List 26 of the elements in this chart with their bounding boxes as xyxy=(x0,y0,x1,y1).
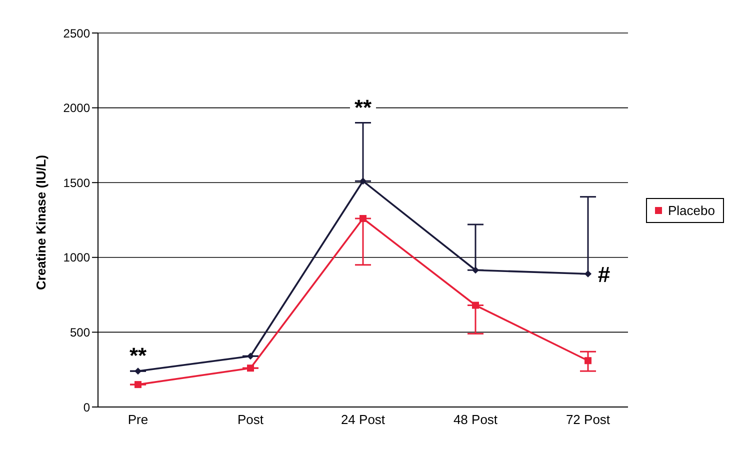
y-tick-label: 1500 xyxy=(63,176,90,190)
annotation: # xyxy=(598,262,610,287)
point xyxy=(472,302,479,309)
y-tick-label: 500 xyxy=(70,325,90,340)
x-tick-label: 24 Post xyxy=(340,412,386,428)
y-tick-label: 2000 xyxy=(63,101,90,116)
point xyxy=(134,381,142,388)
annotation: ** xyxy=(129,343,147,368)
x-tick-label: Post xyxy=(237,412,264,428)
y-tick-label: 1000 xyxy=(63,250,90,265)
y-tick-label: 0 xyxy=(83,400,90,414)
point xyxy=(360,178,366,185)
legend-label: Placebo xyxy=(668,203,715,218)
annotation: ** xyxy=(354,94,372,120)
point xyxy=(360,215,366,222)
point xyxy=(134,368,142,375)
x-tick-label: 72 Post xyxy=(566,412,610,428)
point xyxy=(247,364,254,372)
point xyxy=(584,270,592,278)
y-axis-title: Creatine Kinase (IU/L) xyxy=(34,154,49,290)
point xyxy=(584,357,592,364)
point xyxy=(472,266,479,274)
x-tick-label: 48 Post xyxy=(453,412,498,428)
point xyxy=(247,352,254,360)
x-tick-label: Pre xyxy=(128,412,148,428)
y-tick-label: 2500 xyxy=(63,26,90,40)
